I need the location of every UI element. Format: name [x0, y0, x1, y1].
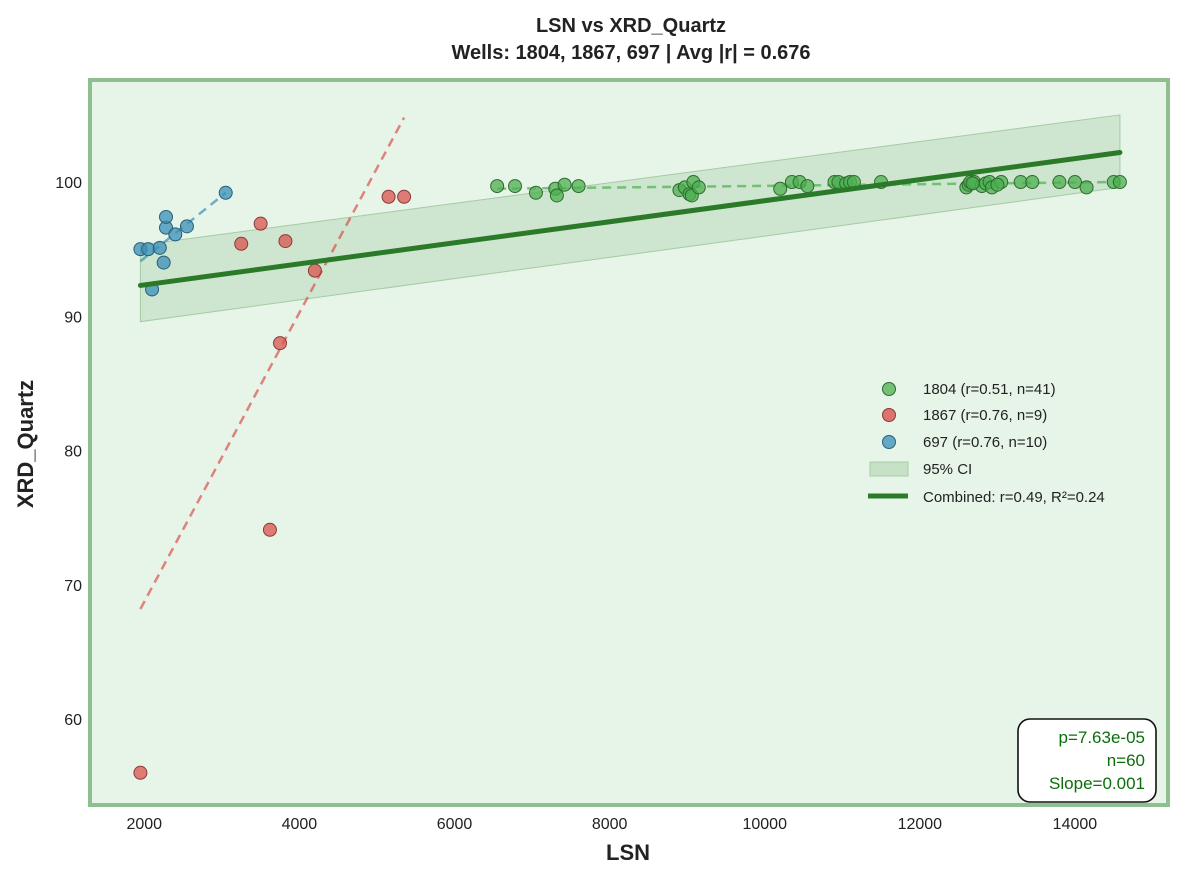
y-tick-label: 90 [64, 309, 82, 326]
point-1804 [990, 177, 1005, 192]
point-1804 [490, 179, 505, 194]
stats-box: p=7.63e-05 n=60 Slope=0.001 [1017, 718, 1157, 803]
legend-marker-ci [869, 461, 909, 477]
point-1867 [273, 336, 288, 351]
stat-p-value: p=7.63e-05 [1059, 728, 1146, 747]
point-697 [156, 255, 171, 270]
legend-marker-697 [882, 435, 896, 449]
legend: 1804 (r=0.51, n=41) 1867 (r=0.76, n=9) 6… [868, 381, 1105, 506]
stat-n: n=60 [1107, 751, 1145, 770]
chart-subtitle: Wells: 1804, 1867, 697 | Avg |r| = 0.676 [451, 42, 810, 64]
legend-marker-1867 [882, 408, 896, 422]
point-697 [141, 242, 156, 257]
x-tick-label: 6000 [437, 816, 473, 833]
y-tick-label: 70 [64, 578, 82, 595]
combined-fit-line [137, 150, 1123, 288]
point-1867 [307, 263, 322, 278]
point-697 [152, 240, 167, 255]
x-tick-label: 10000 [742, 816, 787, 833]
y-tick-label: 100 [55, 175, 82, 192]
point-1804 [557, 177, 572, 192]
point-1804 [691, 180, 706, 195]
point-1867 [397, 189, 412, 204]
x-axis-label: LSN [606, 840, 650, 865]
legend-marker-1804 [882, 382, 896, 396]
point-1867 [381, 189, 396, 204]
x-axis-ticks: 2000 4000 6000 8000 10000 12000 14000 [126, 816, 1097, 833]
legend-label-697: 697 (r=0.76, n=10) [923, 434, 1047, 451]
x-tick-label: 12000 [898, 816, 943, 833]
point-697 [159, 209, 174, 224]
point-1804 [1052, 175, 1067, 190]
chart-title: LSN vs XRD_Quartz [536, 15, 726, 37]
data-points [133, 175, 1127, 780]
point-1804 [773, 181, 788, 196]
x-tick-label: 8000 [592, 816, 628, 833]
point-1804 [1112, 175, 1127, 190]
point-1804 [507, 179, 522, 194]
point-1804 [1013, 175, 1028, 190]
point-697 [218, 185, 233, 200]
y-axis-ticks: 60 70 80 90 100 [55, 175, 82, 729]
legend-label-combined: Combined: r=0.49, R²=0.24 [923, 489, 1105, 506]
point-1804 [1067, 175, 1082, 190]
x-tick-label: 2000 [126, 816, 162, 833]
point-697 [179, 219, 194, 234]
point-1804 [1025, 175, 1040, 190]
x-tick-label: 14000 [1053, 816, 1098, 833]
y-tick-label: 60 [64, 712, 82, 729]
point-1867 [278, 234, 293, 249]
stats-box-frame [1017, 718, 1157, 803]
point-697 [168, 227, 183, 242]
point-1867 [253, 216, 268, 231]
point-1867 [262, 522, 277, 537]
point-1804 [1079, 180, 1094, 195]
point-1867 [234, 236, 249, 251]
y-tick-label: 80 [64, 444, 82, 461]
legend-label-ci: 95% CI [923, 461, 972, 478]
point-1867 [133, 765, 148, 780]
point-1804 [528, 185, 543, 200]
point-1804 [549, 188, 564, 203]
point-1804 [800, 179, 815, 194]
stat-slope: Slope=0.001 [1049, 774, 1145, 793]
fit-line-1867 [139, 117, 406, 610]
y-axis-label: XRD_Quartz [13, 380, 38, 508]
point-1804 [965, 176, 980, 191]
point-1804 [571, 179, 586, 194]
plot-frame [88, 78, 1170, 807]
x-tick-label: 4000 [282, 816, 318, 833]
legend-label-1867: 1867 (r=0.76, n=9) [923, 407, 1047, 424]
combined-fit [137, 150, 1123, 288]
legend-label-1804: 1804 (r=0.51, n=41) [923, 381, 1056, 398]
